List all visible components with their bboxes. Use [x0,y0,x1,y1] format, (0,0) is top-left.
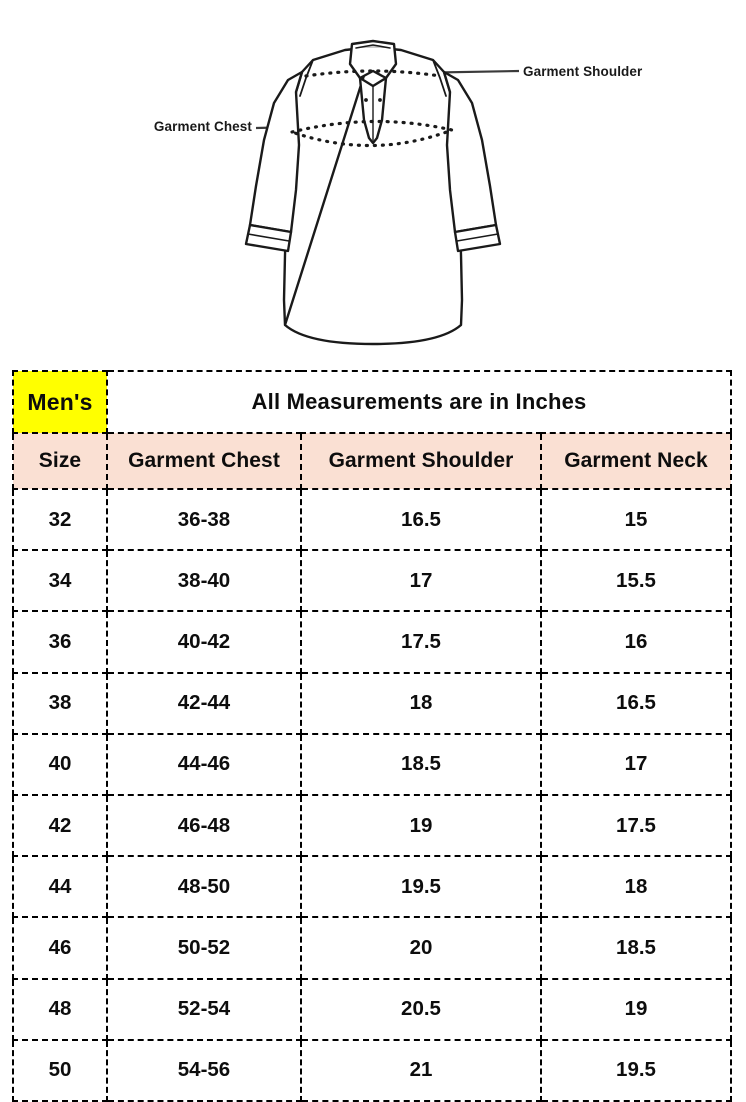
cell-shoulder: 20 [300,916,542,980]
table-row: 50 54-56 21 19.5 [12,1038,732,1102]
size-chart-body: Men's All Measurements are in Inches Siz… [12,370,732,1102]
cell-size: 38 [12,671,108,735]
left-cuff-fold [247,233,290,242]
right-cuff-fold [456,233,499,242]
left-sleeve [248,70,304,234]
cell-shoulder: 19 [300,793,542,858]
column-header-chest: Garment Chest [106,432,302,490]
cell-size: 44 [12,855,108,919]
column-header-shoulder: Garment Shoulder [300,432,542,490]
table-row: 48 52-54 20.5 19 [12,977,732,1041]
table-row: 38 42-44 18 16.5 [12,671,732,735]
cell-chest: 44-46 [106,732,302,796]
cell-chest: 52-54 [106,977,302,1041]
kurta-outline [244,39,502,346]
cell-size: 48 [12,977,108,1041]
cell-shoulder: 17 [300,549,542,613]
cell-shoulder: 16.5 [300,487,542,552]
table-row: 42 46-48 19 17.5 [12,793,732,858]
brand-cell: Men's [12,370,108,434]
cell-chest: 36-38 [106,487,302,552]
cell-size: 34 [12,549,108,613]
table-row: 40 44-46 18.5 17 [12,732,732,796]
column-header-neck: Garment Neck [540,432,732,490]
shoulder-measure-dotted [304,69,442,78]
size-chart-table: Men's All Measurements are in Inches Siz… [12,370,732,1102]
cell-chest: 46-48 [106,793,302,858]
banner-row: Men's All Measurements are in Inches [12,370,732,434]
cell-shoulder: 17.5 [300,610,542,674]
column-header-size: Size [12,432,108,490]
cell-size: 46 [12,916,108,980]
callout-label-garment-shoulder: Garment Shoulder [523,64,643,79]
cell-neck: 15 [540,487,732,552]
cell-size: 42 [12,793,108,858]
cell-shoulder: 21 [300,1038,542,1102]
table-row: 46 50-52 20 18.5 [12,916,732,980]
cell-chest: 38-40 [106,549,302,613]
cell-shoulder: 18.5 [300,732,542,796]
placket-button-left [364,98,368,102]
table-row: 32 36-38 16.5 15 [12,487,732,552]
cell-neck: 16 [540,610,732,674]
cell-neck: 15.5 [540,549,732,613]
left-yoke-seam [299,59,314,97]
cell-neck: 17.5 [540,793,732,858]
cell-chest: 50-52 [106,916,302,980]
chest-measure-dotted [286,119,458,148]
cell-shoulder: 19.5 [300,855,542,919]
cell-chest: 48-50 [106,855,302,919]
cell-size: 40 [12,732,108,796]
collar-inner-band [355,44,391,49]
cell-chest: 42-44 [106,671,302,735]
garment-illustration: Garment Shoulder Garment Chest [0,0,746,360]
size-chart-container: Men's All Measurements are in Inches Siz… [12,370,732,1102]
column-header-row: Size Garment Chest Garment Shoulder Garm… [12,432,732,490]
cell-neck: 16.5 [540,671,732,735]
placket-button-right [378,98,382,102]
cell-size: 32 [12,487,108,552]
cell-neck: 17 [540,732,732,796]
callout-label-garment-chest: Garment Chest [154,119,252,134]
measurement-units-banner: All Measurements are in Inches [106,370,732,434]
mandarin-collar [348,39,398,80]
cell-size: 36 [12,610,108,674]
table-row: 34 38-40 17 15.5 [12,549,732,613]
cell-neck: 18 [540,855,732,919]
cell-shoulder: 20.5 [300,977,542,1041]
table-row: 36 40-42 17.5 16 [12,610,732,674]
right-yoke-seam [432,59,447,97]
cell-size: 50 [12,1038,108,1102]
cell-neck: 18.5 [540,916,732,980]
cell-neck: 19.5 [540,1038,732,1102]
cell-shoulder: 18 [300,671,542,735]
cell-chest: 54-56 [106,1038,302,1102]
right-sleeve [442,70,498,234]
cell-chest: 40-42 [106,610,302,674]
cell-neck: 19 [540,977,732,1041]
table-row: 44 48-50 19.5 18 [12,855,732,919]
